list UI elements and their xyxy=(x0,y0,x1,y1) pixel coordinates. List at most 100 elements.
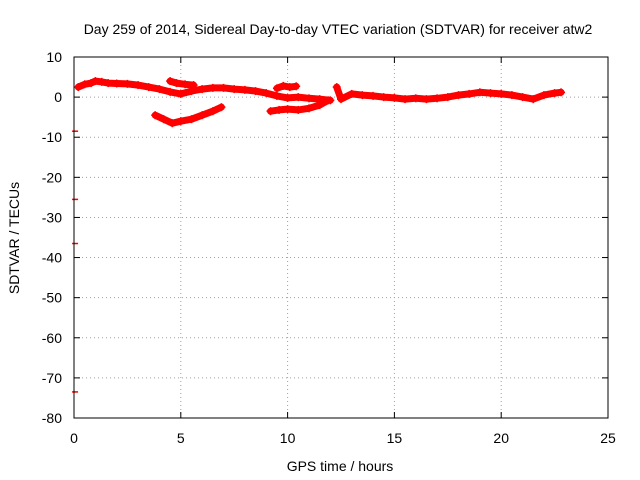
data-point xyxy=(272,91,281,100)
data-point xyxy=(144,83,153,92)
series-main-arc-2 xyxy=(332,83,566,104)
data-point xyxy=(187,115,196,124)
y-tick-label: -30 xyxy=(42,209,62,225)
data-point xyxy=(369,91,378,100)
data-point xyxy=(411,94,420,103)
data-point xyxy=(208,107,217,116)
data-point xyxy=(347,89,356,98)
series-lower-arc-1 xyxy=(151,103,226,128)
data-point xyxy=(155,85,164,94)
y-tick-label: -70 xyxy=(42,370,62,386)
x-tick-label: 0 xyxy=(70,430,78,446)
data-point xyxy=(159,115,168,124)
data-point xyxy=(557,88,566,97)
data-point xyxy=(262,89,271,98)
data-point xyxy=(168,119,177,128)
data-point xyxy=(465,89,474,98)
series-lower-arc-2 xyxy=(266,96,333,116)
data-point xyxy=(272,84,281,93)
data-point xyxy=(454,91,463,100)
data-point xyxy=(112,79,121,88)
y-tick-label: 0 xyxy=(54,89,62,105)
series-upper-bump xyxy=(166,77,198,90)
data-point xyxy=(337,95,345,104)
x-axis-label: GPS time / hours xyxy=(287,458,394,474)
data-point xyxy=(486,89,495,98)
x-tick-label: 25 xyxy=(600,430,616,446)
data-point xyxy=(189,81,198,90)
data-point xyxy=(217,103,226,112)
data-point xyxy=(87,79,96,88)
data-point xyxy=(475,88,484,97)
data-point xyxy=(379,93,388,102)
data-point xyxy=(187,87,196,96)
series-edge-ticks xyxy=(72,130,79,393)
data-point xyxy=(292,82,301,91)
data-point xyxy=(497,89,506,98)
data-point xyxy=(279,81,288,90)
data-point xyxy=(358,91,367,100)
data-point xyxy=(176,117,185,126)
data-point xyxy=(74,83,83,92)
y-tick-label: -60 xyxy=(42,330,62,346)
x-tick-label: 5 xyxy=(177,430,185,446)
chart-title: Day 259 of 2014, Sidereal Day-to-day VTE… xyxy=(84,21,593,37)
data-point xyxy=(151,111,160,120)
data-point xyxy=(104,79,113,88)
data-point xyxy=(123,79,132,88)
data-point xyxy=(80,80,89,89)
data-point xyxy=(172,79,181,88)
data-point xyxy=(401,95,410,104)
data-point xyxy=(283,105,292,114)
y-tick-label: -50 xyxy=(42,290,62,306)
data-point xyxy=(198,85,207,94)
data-point xyxy=(294,105,303,114)
data-point xyxy=(166,77,175,86)
data-point xyxy=(285,83,294,92)
data-point xyxy=(181,80,190,89)
grid-lines xyxy=(74,57,608,418)
data-point xyxy=(230,85,239,94)
data-point xyxy=(539,91,548,100)
series-small-cluster xyxy=(272,81,301,93)
data-point xyxy=(166,87,175,96)
data-point xyxy=(219,83,228,92)
y-tick-label: -10 xyxy=(42,129,62,145)
data-point xyxy=(433,94,442,103)
data-point xyxy=(443,93,452,102)
data-point xyxy=(198,111,207,120)
data-point xyxy=(283,93,292,102)
data-point xyxy=(315,101,324,110)
series-main-arc-1 xyxy=(74,77,335,105)
data-point xyxy=(251,87,260,96)
y-tick-label: -20 xyxy=(42,169,62,185)
y-tick-label: -40 xyxy=(42,250,62,266)
data-point xyxy=(518,93,527,102)
data-point xyxy=(332,83,341,92)
data-point xyxy=(240,85,249,94)
data-point xyxy=(97,77,106,86)
y-axis-label: SDTVAR / TECUs xyxy=(6,182,22,294)
y-tick-label: -80 xyxy=(42,410,62,426)
data-point xyxy=(550,89,559,98)
data-point xyxy=(507,91,516,100)
data-point xyxy=(266,107,275,116)
x-tick-label: 10 xyxy=(280,430,296,446)
y-tick-label: 10 xyxy=(46,49,62,65)
data-point xyxy=(91,77,100,86)
series-band xyxy=(151,103,225,127)
series-band xyxy=(166,77,198,89)
data-point xyxy=(208,83,217,92)
data-point xyxy=(134,81,143,90)
axis-ticks: 0 5 10 15 20 25 10 0 -10 -20 -30 -40 -50 -60 -70 -80 xyxy=(42,49,616,446)
data-point xyxy=(275,105,284,114)
data-point xyxy=(390,93,399,102)
data-point xyxy=(304,94,313,103)
plot-frame xyxy=(73,56,609,419)
x-tick-label: 15 xyxy=(387,430,403,446)
data-point xyxy=(294,93,303,102)
x-tick-label: 20 xyxy=(493,430,509,446)
data-point xyxy=(304,104,313,113)
data-point xyxy=(422,95,431,104)
